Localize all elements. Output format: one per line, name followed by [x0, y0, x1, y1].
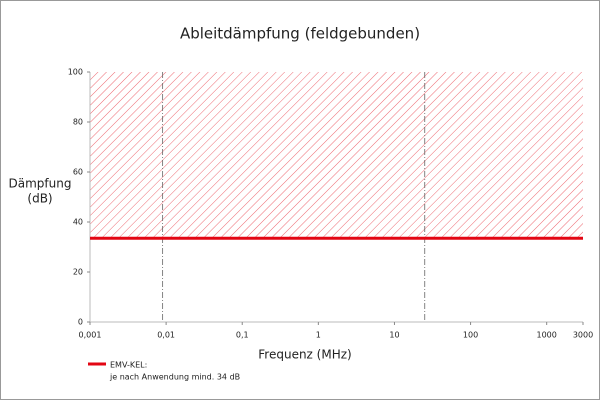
x-tick-label: 100: [463, 331, 478, 340]
y-tick-label: 0: [78, 318, 83, 327]
y-tick-label: 40: [73, 218, 83, 227]
x-tick-label: 1000: [537, 331, 557, 340]
y-tick-label: 20: [73, 268, 83, 277]
x-tick-label: 3000: [573, 331, 593, 340]
y-tick-label: 100: [68, 68, 83, 77]
x-tick-label: 0,1: [236, 331, 249, 340]
y-tick-label: 80: [73, 118, 83, 127]
x-tick-label: 10: [389, 331, 399, 340]
legend-label: EMV-KEL:: [110, 361, 147, 370]
x-axis-label: Frequenz (MHz): [258, 348, 351, 362]
y-axis-label: (dB): [27, 192, 52, 206]
x-tick-label: 0,001: [79, 331, 102, 340]
x-tick-label: 0,01: [157, 331, 175, 340]
x-tick-label: 1: [316, 331, 321, 340]
y-axis-label: Dämpfung: [9, 177, 72, 191]
legend-note: je nach Anwendung mind. 34 dB: [109, 373, 240, 382]
hatch-area: [90, 72, 583, 239]
chart-title: Ableitdämpfung (feldgebunden): [180, 25, 420, 43]
y-tick-label: 60: [73, 168, 83, 177]
